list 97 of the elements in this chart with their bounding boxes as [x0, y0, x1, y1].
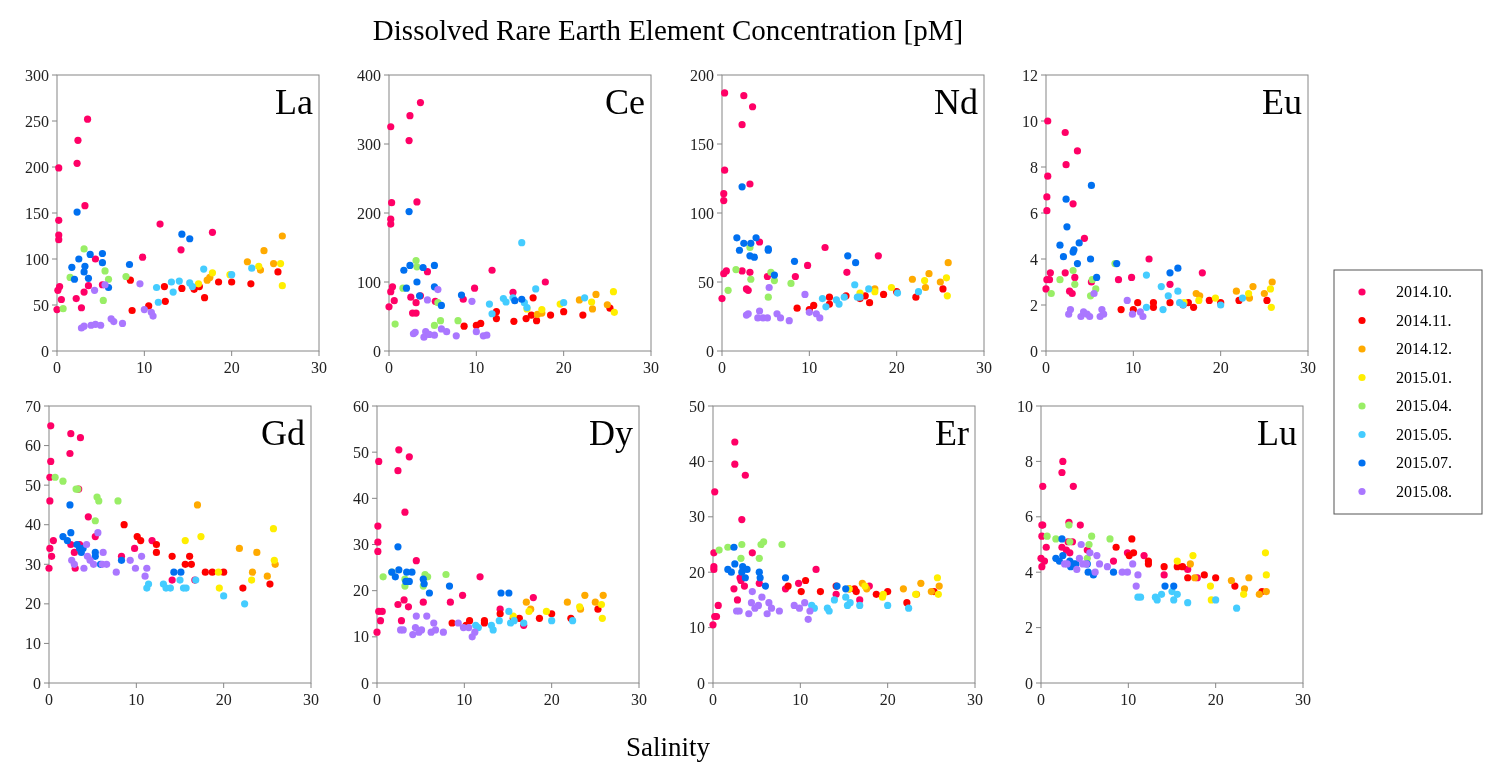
y-tick-label: 8: [1025, 452, 1033, 470]
y-tick-label: 2: [1025, 619, 1033, 637]
legend-label: 2015.04.: [1396, 397, 1452, 414]
y-tick-label: 40: [25, 516, 41, 534]
y-tick-label: 50: [698, 273, 714, 291]
y-tick-label: 150: [25, 204, 49, 222]
x-tick-label: 30: [1300, 359, 1316, 376]
y-tick-label: 4: [1025, 563, 1033, 581]
y-tick-label: 70: [25, 397, 41, 415]
x-tick-label: 10: [128, 691, 145, 708]
x-tick-label: 20: [888, 359, 905, 376]
y-tick-label: 20: [689, 563, 705, 581]
y-tick-label: 2: [1030, 296, 1038, 314]
chart-title: Eu: [1262, 82, 1302, 122]
y-tick-label: 10: [353, 628, 369, 646]
x-tick-label: 20: [223, 359, 240, 376]
y-tick-label: 0: [373, 342, 381, 360]
y-tick-label: 0: [1025, 674, 1033, 692]
x-tick-label: 10: [1120, 691, 1137, 708]
y-tick-label: 0: [1030, 342, 1038, 360]
y-tick-label: 100: [357, 273, 381, 291]
y-tick-label: 60: [25, 437, 41, 455]
legend-label: 2015.05.: [1396, 425, 1452, 443]
y-tick-label: 200: [357, 204, 381, 222]
y-tick-label: 6: [1025, 508, 1033, 526]
legend-label: 2014.11.: [1396, 311, 1452, 329]
x-tick-label: 30: [303, 691, 319, 708]
y-tick-label: 10: [1017, 397, 1033, 415]
x-tick-label: 10: [136, 359, 153, 376]
legend-label: 2015.07.: [1396, 454, 1452, 471]
x-tick-label: 20: [1212, 359, 1229, 376]
y-tick-label: 8: [1030, 158, 1038, 176]
y-tick-label: 0: [697, 674, 705, 692]
y-tick-label: 250: [25, 112, 49, 130]
legend-label: 2015.01.: [1396, 368, 1452, 386]
y-tick-label: 30: [25, 555, 41, 573]
y-tick-label: 100: [25, 250, 49, 268]
y-tick-label: 0: [706, 342, 714, 360]
y-tick-label: 6: [1030, 204, 1038, 222]
y-tick-label: 0: [361, 674, 369, 692]
x-tick-label: 0: [718, 359, 726, 376]
y-tick-label: 10: [1022, 112, 1038, 130]
x-tick-label: 30: [976, 359, 992, 376]
y-tick-label: 200: [690, 66, 714, 84]
y-tick-label: 50: [33, 296, 49, 314]
x-tick-label: 0: [1042, 359, 1050, 376]
y-tick-label: 20: [25, 595, 41, 613]
chart-title: Nd: [934, 82, 978, 122]
y-tick-label: 50: [353, 443, 369, 461]
y-tick-label: 30: [689, 508, 705, 526]
y-tick-label: 300: [25, 66, 49, 84]
x-tick-label: 20: [879, 691, 896, 708]
y-tick-label: 12: [1022, 66, 1038, 84]
y-tick-label: 300: [357, 135, 381, 153]
x-tick-label: 30: [631, 691, 647, 708]
x-tick-label: 10: [801, 359, 818, 376]
y-tick-label: 20: [353, 582, 369, 600]
y-tick-label: 0: [33, 674, 41, 692]
x-tick-label: 0: [385, 359, 393, 376]
x-tick-label: 20: [215, 691, 232, 708]
y-tick-label: 150: [690, 135, 714, 153]
y-tick-label: 40: [689, 452, 705, 470]
x-tick-label: 30: [967, 691, 983, 708]
y-tick-label: 10: [25, 634, 41, 652]
y-tick-label: 40: [353, 489, 369, 507]
chart-title: La: [275, 82, 314, 122]
y-tick-label: 50: [689, 397, 705, 415]
y-tick-label: 4: [1030, 250, 1038, 268]
y-tick-label: 60: [353, 397, 369, 415]
y-tick-label: 50: [25, 476, 41, 494]
x-tick-label: 10: [456, 691, 473, 708]
legend-label: 2014.10.: [1396, 283, 1452, 300]
y-tick-label: 200: [25, 158, 49, 176]
x-tick-label: 20: [555, 359, 572, 376]
chart-title: Lu: [1257, 413, 1297, 453]
x-tick-label: 10: [468, 359, 485, 376]
x-tick-label: 10: [1125, 359, 1142, 376]
x-tick-label: 10: [792, 691, 809, 708]
x-tick-label: 0: [53, 359, 61, 376]
text: Dissolved Rare Earth Element Concentration [pM]: [372, 14, 964, 46]
x-tick-label: 20: [543, 691, 560, 708]
y-tick-label: 400: [357, 66, 381, 84]
legend-label: 2014.12.: [1396, 340, 1452, 357]
y-tick-label: 10: [689, 619, 705, 637]
y-tick-label: 0: [41, 342, 49, 360]
chart-title: Er: [935, 413, 970, 453]
chart-title: Gd: [261, 413, 305, 453]
x-tick-label: 30: [1295, 691, 1311, 708]
text: Salinity: [625, 732, 711, 762]
chart-title: Ce: [605, 82, 645, 122]
x-tick-label: 20: [1207, 691, 1224, 708]
y-tick-label: 100: [690, 204, 714, 222]
y-tick-label: 30: [353, 536, 369, 553]
x-tick-label: 30: [311, 359, 327, 376]
legend-label: 2015.08.: [1396, 482, 1452, 500]
x-tick-label: 30: [643, 359, 659, 376]
chart-title: Dy: [589, 413, 633, 453]
